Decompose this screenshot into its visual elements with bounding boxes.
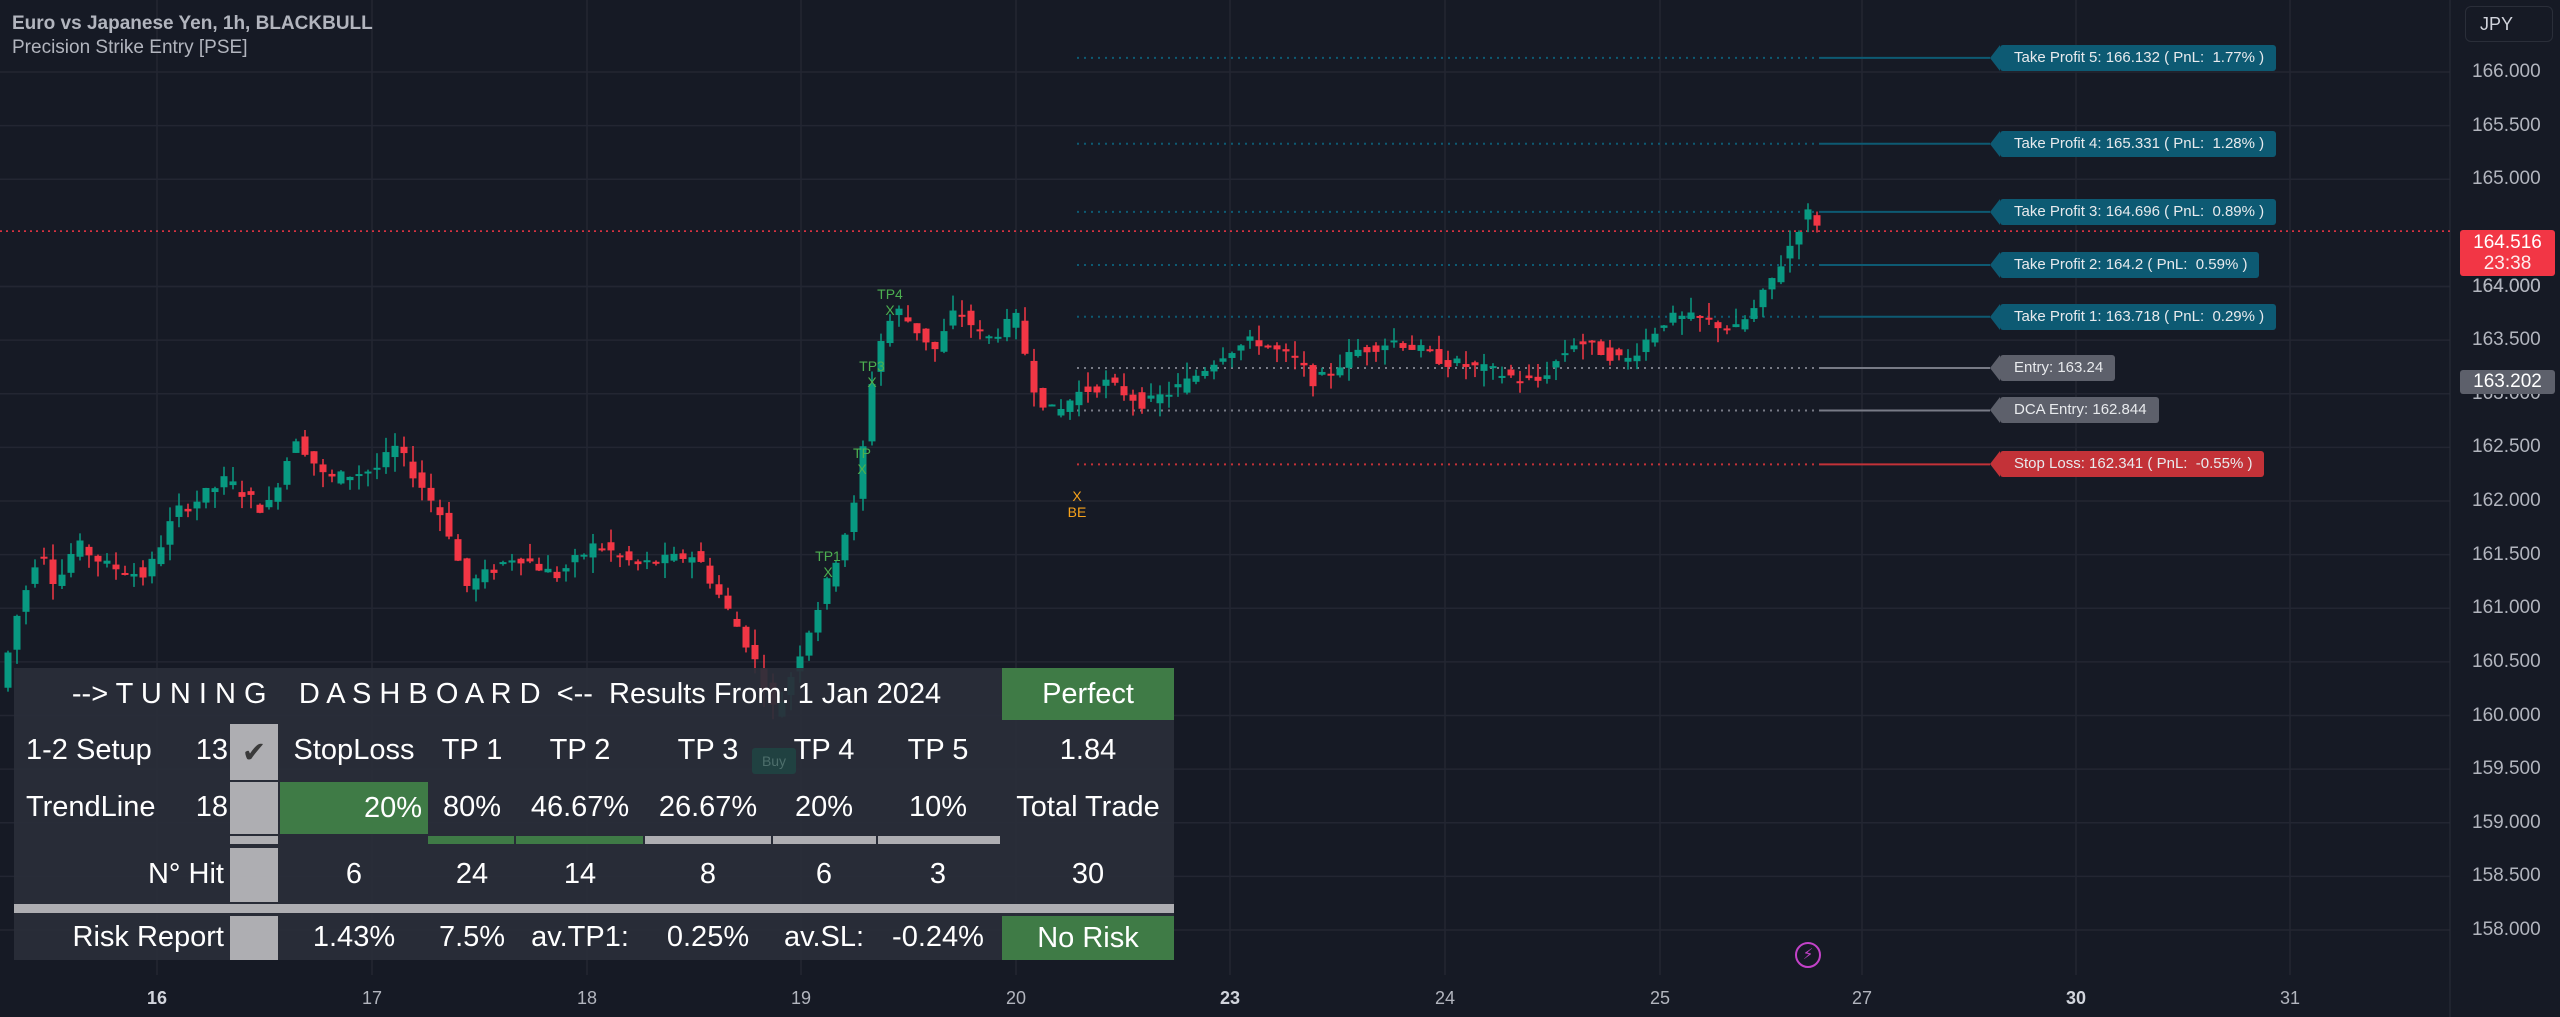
currency-button[interactable]: JPY (2465, 6, 2553, 42)
time-tick: 23 (1219, 988, 1241, 1008)
tp-hit-marker: TP3 X (859, 358, 885, 390)
time-tick: 31 (2279, 988, 2301, 1008)
risk-val-1: 1.43% (312, 920, 396, 953)
tp-level-label[interactable]: Take Profit 1: 163.718 ( PnL: 0.29% ) (1989, 303, 2277, 330)
bar-countdown: 23:38 (2483, 253, 2532, 274)
trendline-checkbox[interactable] (230, 782, 278, 834)
col-tp1: TP 1 (441, 733, 503, 766)
strip-check (230, 836, 278, 844)
tuning-dashboard: --> T U N I N G D A S H B O A R D <-- Re… (14, 668, 1174, 960)
trendline-count: 18 (195, 790, 228, 823)
indicator-title[interactable]: Precision Strike Entry [PSE] (12, 37, 248, 58)
price-tick: 163.500 (2472, 329, 2541, 351)
time-tick: 18 (576, 988, 598, 1008)
tp-hit-marker: TP X (853, 445, 871, 477)
entry-level-label[interactable]: DCA Entry: 162.844 (1990, 397, 2159, 424)
avg-sl-value: -0.24% (892, 920, 984, 953)
price-tick: 165.000 (2472, 168, 2541, 190)
symbol-title[interactable]: Euro vs Japanese Yen, 1h, BLACKBULL (12, 13, 373, 34)
tp-level-label[interactable]: Take Profit 3: 164.696 ( PnL: 0.89% ) (1989, 198, 2277, 225)
col-tp2: TP 2 (549, 733, 611, 766)
pct-stoploss: 20% (280, 782, 428, 834)
risk-val-2: 7.5% (438, 920, 506, 953)
pct-tp3: 26.67% (658, 790, 758, 823)
price-tick: 160.500 (2472, 650, 2541, 672)
pct-tp4: 20% (794, 790, 854, 823)
avg-sl-label: av.SL: (783, 920, 865, 953)
pct-tp2: 46.67% (530, 790, 630, 823)
hits-total: 30 (1071, 857, 1105, 890)
tp-level-label[interactable]: Take Profit 2: 164.2 ( PnL: 0.59% ) (1989, 252, 2260, 279)
buy-signal-tag[interactable]: Buy (752, 748, 796, 774)
entry-price-tag: 163.202 (2460, 370, 2555, 394)
time-tick: 20 (1005, 988, 1027, 1008)
time-tick: 19 (790, 988, 812, 1008)
chart-legend: Euro vs Japanese Yen, 1h, BLACKBULL Prec… (12, 12, 373, 60)
price-tick: 159.500 (2472, 758, 2541, 780)
price-tick: 166.000 (2472, 61, 2541, 82)
strip-tp2 (516, 836, 643, 844)
hits-label: N° Hit (147, 857, 224, 890)
last-price-tag: 164.516 23:38 (2460, 230, 2555, 276)
tp-level-label[interactable]: Take Profit 5: 166.132 ( PnL: 1.77% ) (1989, 44, 2277, 71)
pct-tp5: 10% (908, 790, 968, 823)
hits-tp1: 24 (455, 857, 489, 890)
avg-tp1-value: 0.25% (666, 920, 750, 953)
time-tick: 25 (1649, 988, 1671, 1008)
hits-tp5: 3 (929, 857, 947, 890)
setup-count: 13 (195, 733, 228, 766)
price-tick: 165.500 (2472, 114, 2541, 136)
tp-hit-marker: TP4 X (877, 286, 903, 318)
hits-tp3: 8 (699, 857, 717, 890)
time-tick: 17 (361, 988, 383, 1008)
col-tp5: TP 5 (907, 733, 969, 766)
time-tick: 30 (2065, 988, 2087, 1008)
tp-level-label[interactable]: Take Profit 4: 165.331 ( PnL: 1.28% ) (1989, 130, 2277, 157)
avg-tp1-label: av.TP1: (531, 920, 629, 953)
hits-stoploss: 6 (345, 857, 363, 890)
strip-tp4 (773, 836, 876, 844)
risk-checkbox[interactable] (230, 916, 278, 960)
price-tick: 161.000 (2472, 597, 2541, 619)
strip-tp3 (645, 836, 771, 844)
price-tick: 164.000 (2472, 275, 2541, 297)
price-tick: 162.000 (2472, 490, 2541, 511)
col-tp4: TP 4 (793, 733, 855, 766)
time-tick: 27 (1851, 988, 1873, 1008)
status-badge-perfect: Perfect (1002, 668, 1174, 720)
strip-tp1 (428, 836, 514, 844)
price-tick: 161.500 (2472, 543, 2541, 565)
time-tick: 16 (146, 988, 168, 1008)
entry-level-label[interactable]: Entry: 163.24 (1989, 355, 2116, 381)
lightning-icon[interactable]: ⚡ (1795, 942, 1821, 968)
risk-report-label: Risk Report (72, 920, 225, 953)
hits-checkbox[interactable] (230, 848, 278, 902)
pct-tp1: 80% (442, 790, 502, 823)
price-tick: 164.000 (2472, 275, 2541, 297)
last-price: 164.516 (2473, 232, 2542, 253)
price-tick: 158.000 (2472, 919, 2541, 940)
hits-tp2: 14 (563, 857, 597, 890)
total-trade-label: Total Trade (1016, 790, 1160, 823)
sl-level-label[interactable]: Stop Loss: 162.341 ( PnL: -0.55% ) (1989, 451, 2265, 478)
trendline-label: TrendLine (26, 790, 156, 823)
col-tp3: TP 3 (677, 733, 739, 766)
dashboard-separator (14, 904, 1174, 913)
price-tick: 160.000 (2472, 704, 2541, 726)
dashboard-header: --> T U N I N G D A S H B O A R D <-- Re… (71, 677, 942, 710)
status-badge-no-risk: No Risk (1002, 916, 1174, 960)
setup-checkbox[interactable]: ✔ (230, 724, 278, 780)
price-tick: 158.500 (2472, 865, 2541, 887)
hits-tp4: 6 (815, 857, 833, 890)
strip-tp5 (878, 836, 1000, 844)
tp-hit-marker: TP1 X (815, 548, 841, 580)
setup-label: 1-2 Setup (26, 733, 152, 766)
profit-ratio: 1.84 (1059, 733, 1117, 766)
price-tick: 162.500 (2472, 436, 2541, 458)
tp-hit-marker: X BE (1067, 488, 1087, 520)
time-tick: 24 (1434, 988, 1456, 1008)
price-tick: 159.000 (2472, 811, 2541, 833)
col-stoploss: StopLoss (293, 733, 415, 766)
